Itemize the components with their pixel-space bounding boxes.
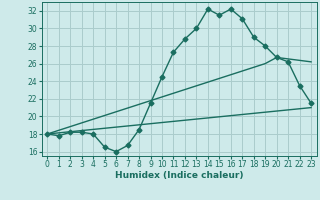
X-axis label: Humidex (Indice chaleur): Humidex (Indice chaleur) [115,171,244,180]
